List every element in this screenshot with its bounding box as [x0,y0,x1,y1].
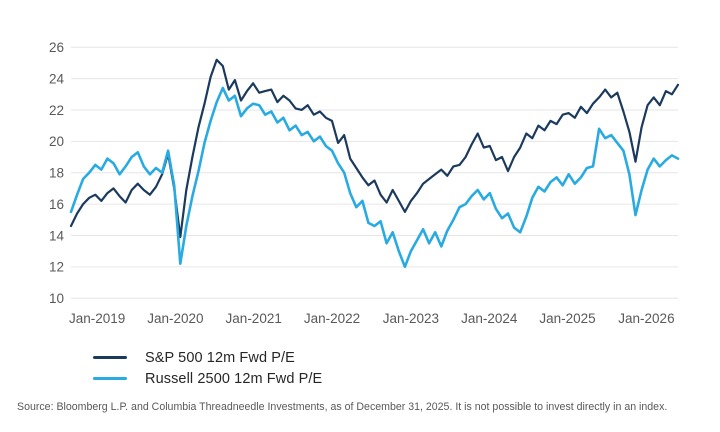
sp500-line [69,58,680,239]
chart-legend: S&P 500 12m Fwd P/E Russell 2500 12m Fwd… [93,347,322,389]
y-axis-label: 16 [49,197,64,212]
x-axis-label: Jan-2026 [618,311,674,326]
y-axis-label: 18 [49,166,64,181]
pe-ratio-line-chart: 10 12 14 16 18 20 22 24 26 Jan-2019 Jan-2020 Jan-20… [49,40,680,326]
source-note: Source: Bloomberg L.P. and Columbia Thre… [17,401,668,413]
legend-label-sp500: S&P 500 12m Fwd P/E [145,349,295,366]
y-axis-label: 10 [49,291,64,306]
y-axis-label: 12 [49,260,64,275]
x-axis-label: Jan-2024 [461,311,518,326]
y-axis-label: 26 [49,40,64,55]
chart-plot-area: 10 12 14 16 18 20 22 24 26 Jan-2019 Jan-2020 Jan-20… [49,40,680,326]
y-axis-label: 24 [49,71,65,86]
sp500-line-swatch [93,355,127,360]
russell2500-line-swatch [93,376,127,381]
x-axis-label: Jan-2019 [69,311,125,326]
y-axis-label: 22 [49,103,64,118]
x-axis-label: Jan-2022 [304,311,360,326]
y-axis-label: 14 [49,228,65,243]
x-axis-label: Jan-2023 [383,311,439,326]
russell2500-line [69,86,680,269]
legend-label-russell2500: Russell 2500 12m Fwd P/E [145,370,323,387]
y-axis-label: 20 [49,134,64,149]
legend-item-russell2500: Russell 2500 12m Fwd P/E [93,368,322,389]
x-axis-label: Jan-2025 [539,311,595,326]
x-axis-label: Jan-2020 [147,311,203,326]
x-axis-label: Jan-2021 [226,311,282,326]
legend-item-sp500: S&P 500 12m Fwd P/E [93,347,322,368]
